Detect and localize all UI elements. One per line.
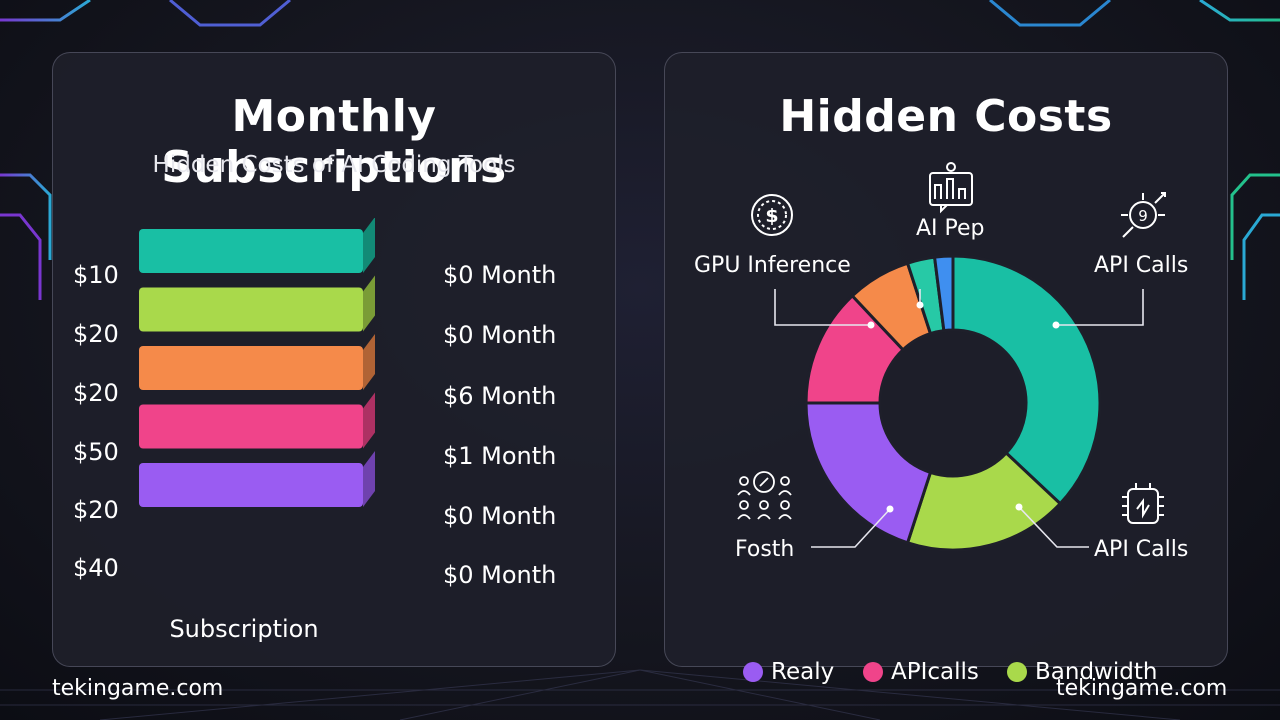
- month-label: $6 Month: [443, 382, 557, 410]
- x-axis-label: Subscription: [169, 615, 319, 643]
- chart-icon: [929, 162, 973, 214]
- month-label: $0 Month: [443, 261, 557, 289]
- callout-label: Fosth: [735, 537, 795, 562]
- footer-brand-left: tekingame.com: [52, 676, 224, 701]
- legend-item: Realy: [743, 659, 834, 685]
- panel-subtitle: Hidden Costs of AI Coding Tools: [152, 152, 516, 178]
- stacked-bar-chart: [139, 218, 375, 507]
- legend-swatch: [1007, 662, 1027, 682]
- callout-label: API Calls: [1094, 537, 1189, 562]
- price-label: $50: [73, 438, 119, 466]
- legend-label: Realy: [771, 659, 835, 685]
- legend-label: APIcalls: [891, 659, 979, 685]
- panel-title: Hidden Costs: [779, 91, 1113, 142]
- month-label: $0 Month: [443, 561, 557, 589]
- callout-label: GPU Inference: [694, 253, 851, 278]
- price-label: $20: [73, 320, 119, 348]
- donut-slice: [932, 254, 955, 333]
- donut-slice: [804, 401, 933, 545]
- dollar-icon: $: [751, 194, 793, 236]
- price-label: $20: [73, 496, 119, 524]
- subscriptions-panel: Monthly Subscriptions Hidden Costs of AI…: [52, 52, 616, 667]
- hidden-costs-panel: Hidden Costs $: [664, 52, 1228, 685]
- donut-slice: [951, 254, 1102, 506]
- stack-layer: [139, 275, 375, 332]
- callout-label: AI Pep: [916, 216, 985, 241]
- svg-text:9: 9: [1138, 207, 1148, 225]
- stack-layer: [139, 451, 375, 507]
- stack-layer: [139, 392, 375, 449]
- satellite-icon: 9: [1121, 192, 1166, 238]
- donut-slice: [905, 450, 1063, 552]
- legend-swatch: [863, 662, 883, 682]
- donut-chart: $ 9: [737, 162, 1166, 552]
- month-label: $1 Month: [443, 442, 557, 470]
- people-icon: [737, 471, 792, 520]
- stack-layer: [139, 334, 375, 390]
- price-label: $20: [73, 379, 119, 407]
- month-label: $0 Month: [443, 502, 557, 530]
- legend-label: Bandwidth: [1035, 659, 1158, 685]
- panel-title: Monthly Subscriptions: [161, 91, 507, 193]
- price-label: $40: [73, 554, 119, 582]
- callout-label: API Calls: [1094, 253, 1189, 278]
- footer-brand-right: tekingame.com: [1056, 676, 1228, 701]
- svg-text:$: $: [765, 205, 778, 227]
- month-label: $0 Month: [443, 321, 557, 349]
- chip-icon: [1122, 483, 1164, 524]
- stack-layer: [139, 218, 375, 273]
- legend-item: APIcalls: [863, 659, 979, 685]
- legend-swatch: [743, 662, 763, 682]
- legend-item: Bandwidth: [1007, 659, 1157, 685]
- price-label: $10: [73, 261, 119, 289]
